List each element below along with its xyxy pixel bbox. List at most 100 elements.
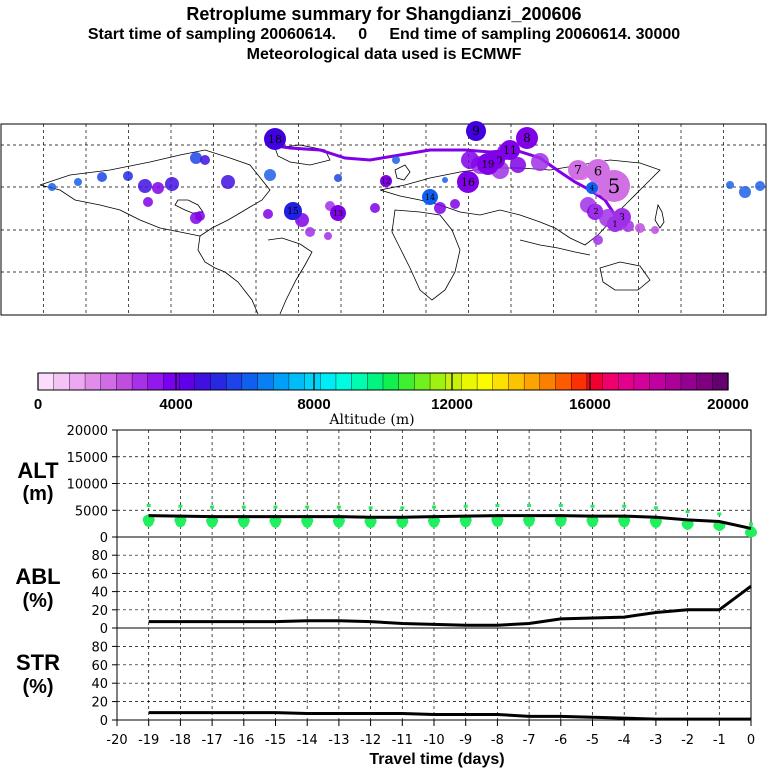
alt-spread-point — [305, 505, 310, 509]
alt-spread-point — [555, 517, 566, 528]
day-marker-label: 11 — [503, 144, 517, 157]
alt-spread-point — [622, 504, 627, 508]
day-marker-label: 2 — [593, 207, 598, 216]
alt-spread-point — [207, 517, 218, 528]
str-panel-unit: (%) — [22, 676, 53, 698]
day-marker-circle — [422, 189, 438, 205]
trajectory-dot — [461, 151, 479, 169]
colorbar-cell — [100, 372, 118, 391]
colorbar-cell — [116, 372, 133, 391]
colorbar-cell — [69, 372, 86, 391]
trajectory-dot — [392, 156, 400, 164]
colorbar-cell — [210, 372, 227, 391]
colorbar-cell — [178, 372, 196, 391]
colorbar-cell — [555, 372, 572, 391]
alt-spread-point — [210, 505, 215, 509]
day-marker-circle — [284, 202, 302, 220]
x-tick-label: -2 — [681, 733, 694, 748]
alt-spread-point — [143, 517, 154, 528]
colorbar-cell — [696, 372, 713, 391]
alt-spread-point — [238, 517, 249, 528]
colorbar-cell — [84, 372, 102, 391]
day-marker-circle — [380, 175, 392, 187]
colorbar-cell — [602, 372, 619, 391]
alt-spread-point — [749, 522, 753, 526]
alt-spread-point — [650, 518, 661, 529]
trajectory-dot — [143, 197, 153, 207]
colorbar-cell — [508, 372, 525, 391]
alt-spread-point — [175, 517, 186, 528]
day-marker-circle — [516, 127, 538, 149]
coastlines — [39, 144, 665, 315]
day-marker-label: 7 — [574, 163, 582, 177]
colorbar-tick-label: 0 — [34, 396, 42, 413]
x-tick-label: -5 — [586, 733, 599, 748]
x-tick-label: -20 — [106, 733, 127, 748]
alt-spread-point — [558, 503, 563, 507]
day-marker-label: 8 — [523, 131, 531, 145]
day-marker-label: 16 — [461, 176, 475, 189]
alt-spread-point — [685, 510, 690, 514]
day-marker-label: 6 — [594, 165, 602, 180]
colorbar-cell — [320, 372, 337, 391]
alt-spread-point — [463, 504, 468, 508]
alt-spread-point — [302, 517, 313, 528]
altitude-colorbar: 0 4000 8000 12000 16000 20000 Altitude (m) — [34, 372, 749, 428]
colorbar-cell — [539, 372, 557, 391]
colorbar-cell — [273, 372, 290, 391]
colorbar-tick-label: 16000 — [569, 396, 611, 413]
abl-tick-label: 20 — [91, 604, 108, 619]
x-tick-label: 0 — [747, 733, 755, 748]
start-time-label: Start time of sampling 20060614. — [87, 26, 336, 43]
alt-spread-point — [400, 506, 405, 510]
day-marker-circle — [500, 140, 520, 160]
day-marker-circle — [568, 160, 588, 180]
day-marker-circle — [264, 128, 286, 150]
day-marker-label: 3 — [619, 213, 625, 223]
colorbar-cell — [398, 372, 415, 391]
alt-spread-point — [333, 517, 344, 528]
trajectory-dot — [370, 203, 380, 213]
x-tick-label: -14 — [297, 733, 318, 748]
day-marker: 7 — [568, 160, 588, 180]
day-marker-label: 9 — [472, 124, 480, 138]
alt-spread-point — [653, 506, 658, 510]
colorbar-cell — [414, 372, 431, 391]
alt-spread-point — [365, 518, 376, 529]
retroplume-track — [269, 143, 617, 216]
x-tick-label: -19 — [138, 733, 159, 748]
alt-spread-point — [368, 506, 373, 510]
day-marker: 4 — [586, 182, 598, 194]
alt-panel-label: ALT — [17, 458, 59, 483]
colorbar-cell — [586, 372, 604, 391]
trajectory-dot — [510, 157, 526, 173]
x-tick-label: -1 — [713, 733, 726, 748]
x-tick-label: -17 — [201, 733, 222, 748]
str-tick-label: 40 — [91, 677, 108, 692]
alt-tick-label: 0 — [100, 531, 108, 546]
colorbar-cell — [147, 372, 165, 391]
trajectory-dot — [651, 226, 659, 234]
alt-tick-label: 10000 — [67, 478, 108, 493]
alt-spread-point — [429, 517, 439, 528]
alt-spread-point — [336, 505, 341, 509]
alt-spread-point — [178, 504, 183, 508]
x-tick-label: -12 — [360, 733, 381, 748]
trajectory-dot — [48, 183, 56, 191]
colorbar-cell — [712, 372, 729, 391]
day-marker: 18 — [264, 128, 286, 150]
str-line — [148, 711, 751, 721]
trajectory-dot — [123, 171, 133, 181]
trajectory-dot — [434, 202, 446, 214]
x-tick-label: -18 — [170, 733, 191, 748]
trajectory-dot — [74, 178, 82, 186]
trajectory-dot — [200, 155, 210, 165]
trajectory-dot — [221, 175, 235, 189]
day-marker-circle — [589, 204, 603, 218]
day-marker-label: 13 — [333, 209, 343, 218]
colorbar-cell — [618, 372, 635, 391]
end-time-label: End time of sampling 20060614. 30000 — [389, 26, 681, 43]
colorbar-cell — [335, 372, 353, 391]
trajectory-dot — [593, 235, 603, 245]
